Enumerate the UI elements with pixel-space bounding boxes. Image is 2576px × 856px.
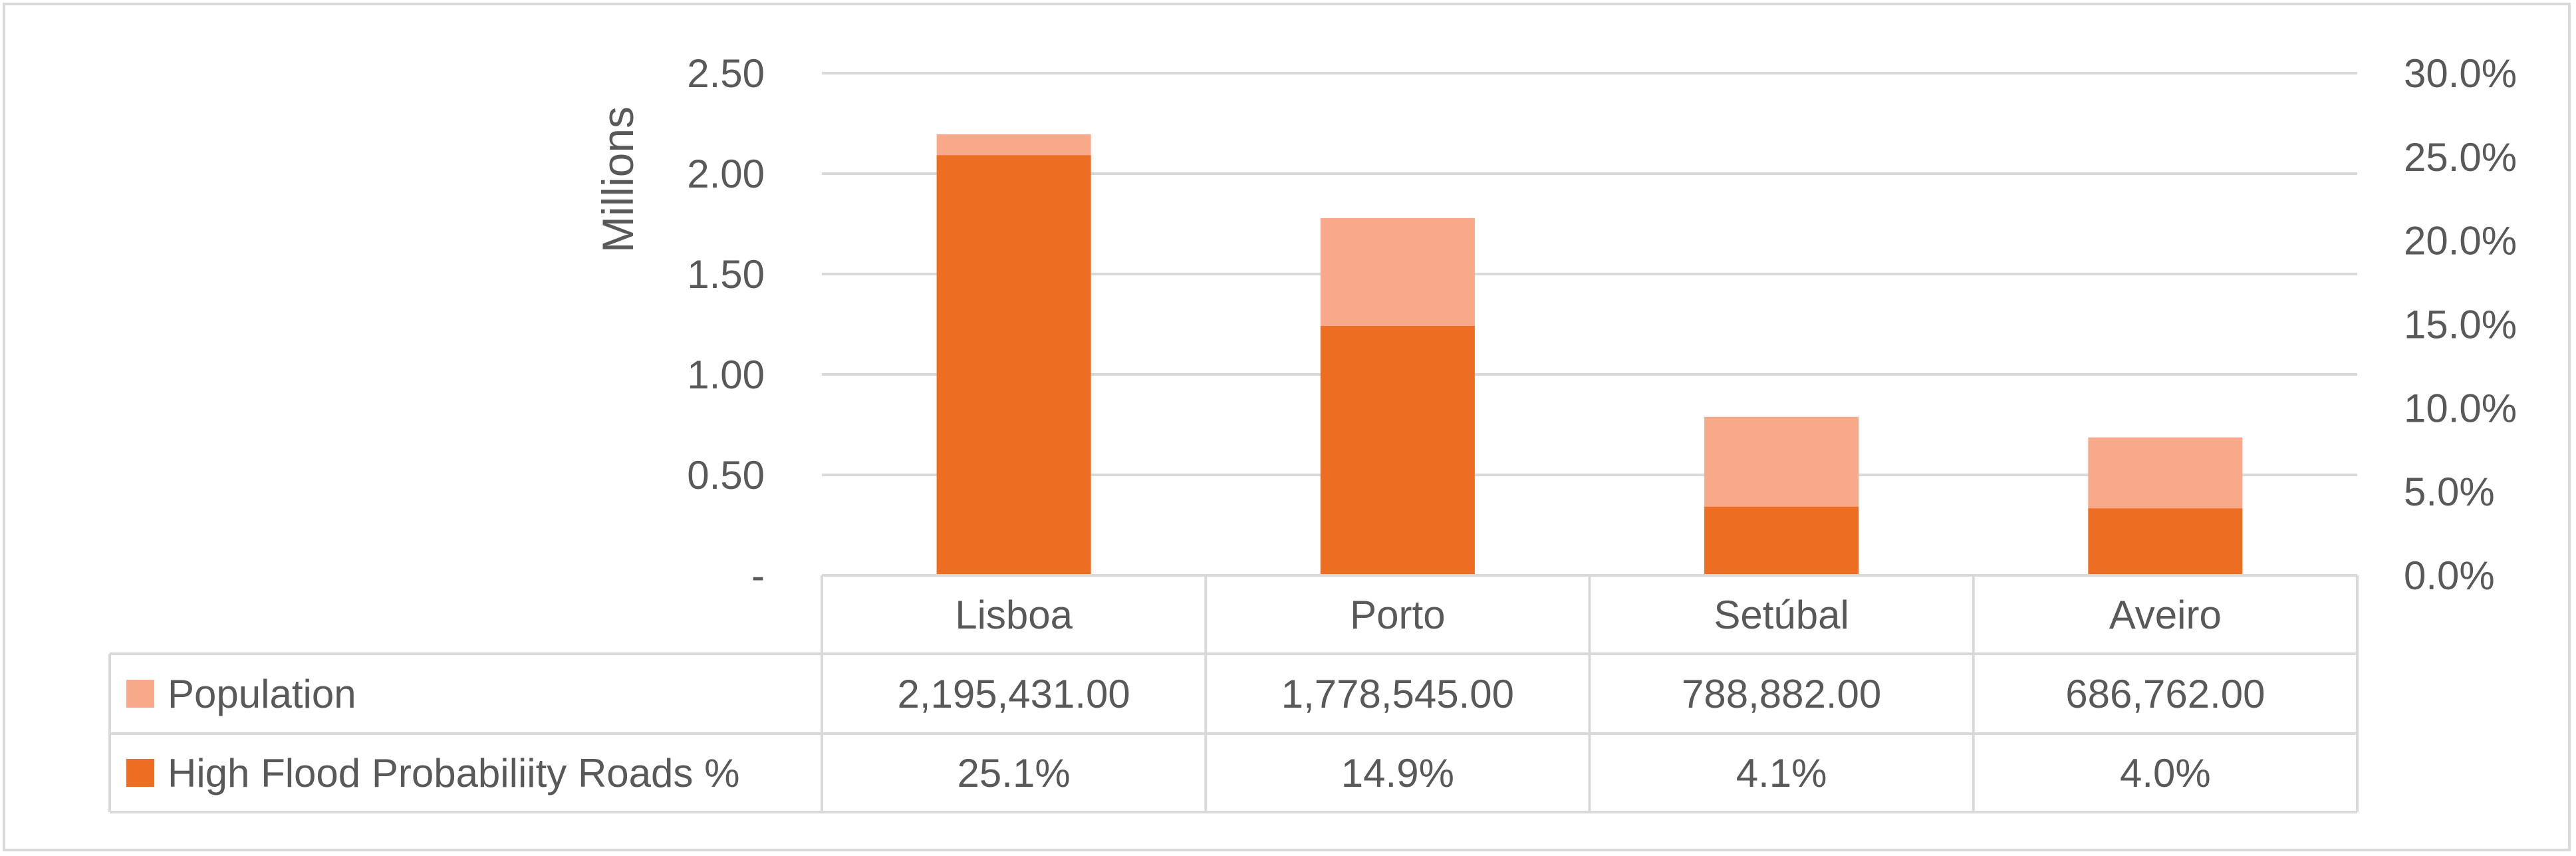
- right-axis-ticks: 0.0% 5.0% 10.0% 15.0% 20.0% 25.0% 30.0%: [2404, 51, 2517, 598]
- y-tick-label: 0.50: [687, 453, 765, 498]
- x-tick-label: Porto: [1350, 593, 1445, 637]
- legend-label: Population: [168, 672, 356, 716]
- bars: [936, 134, 2243, 576]
- data-table: Lisboa Porto Setúbal Aveiro Population 2,195,…: [108, 574, 2359, 813]
- bar-flood-roads: [2088, 508, 2243, 575]
- data-label: 2,195,431.00: [897, 672, 1130, 716]
- y2-tick-label: 10.0%: [2404, 386, 2517, 430]
- y-tick-label: 2.00: [687, 152, 765, 196]
- y-tick-label: 1.00: [687, 353, 765, 397]
- data-label: 1,778,545.00: [1281, 672, 1514, 716]
- y2-tick-label: 15.0%: [2404, 303, 2517, 347]
- y2-tick-label: 30.0%: [2404, 51, 2517, 96]
- y2-tick-label: 5.0%: [2404, 470, 2495, 514]
- y-axis-title: Millions: [593, 106, 642, 253]
- y2-tick-label: 20.0%: [2404, 219, 2517, 263]
- bar-flood-roads: [936, 155, 1091, 576]
- y-tick-label: 2.50: [687, 51, 765, 96]
- x-tick-label: Setúbal: [1714, 593, 1849, 637]
- data-label: 4.1%: [1736, 751, 1827, 795]
- data-label: 14.9%: [1341, 751, 1454, 795]
- x-tick-label: Lisboa: [955, 593, 1073, 637]
- y-tick-label: -: [751, 553, 765, 598]
- x-tick-label: Aveiro: [2109, 593, 2222, 637]
- left-axis-ticks: - 0.50 1.00 1.50 2.00 2.50: [687, 51, 765, 598]
- data-label: 788,882.00: [1682, 672, 1881, 716]
- data-label: 686,762.00: [2065, 672, 2265, 716]
- bar-flood-roads: [1320, 326, 1475, 575]
- data-label: 4.0%: [2120, 751, 2211, 795]
- y-tick-label: 1.50: [687, 252, 765, 297]
- legend-swatch: [126, 759, 154, 787]
- legend-label: High Flood Probabiliity Roads %: [168, 751, 739, 795]
- data-label: 25.1%: [958, 751, 1071, 795]
- legend-swatch: [126, 680, 154, 708]
- y2-tick-label: 25.0%: [2404, 135, 2517, 180]
- y2-tick-label: 0.0%: [2404, 553, 2495, 598]
- chart-frame: [3, 3, 2571, 851]
- bar-flood-roads: [1704, 506, 1859, 575]
